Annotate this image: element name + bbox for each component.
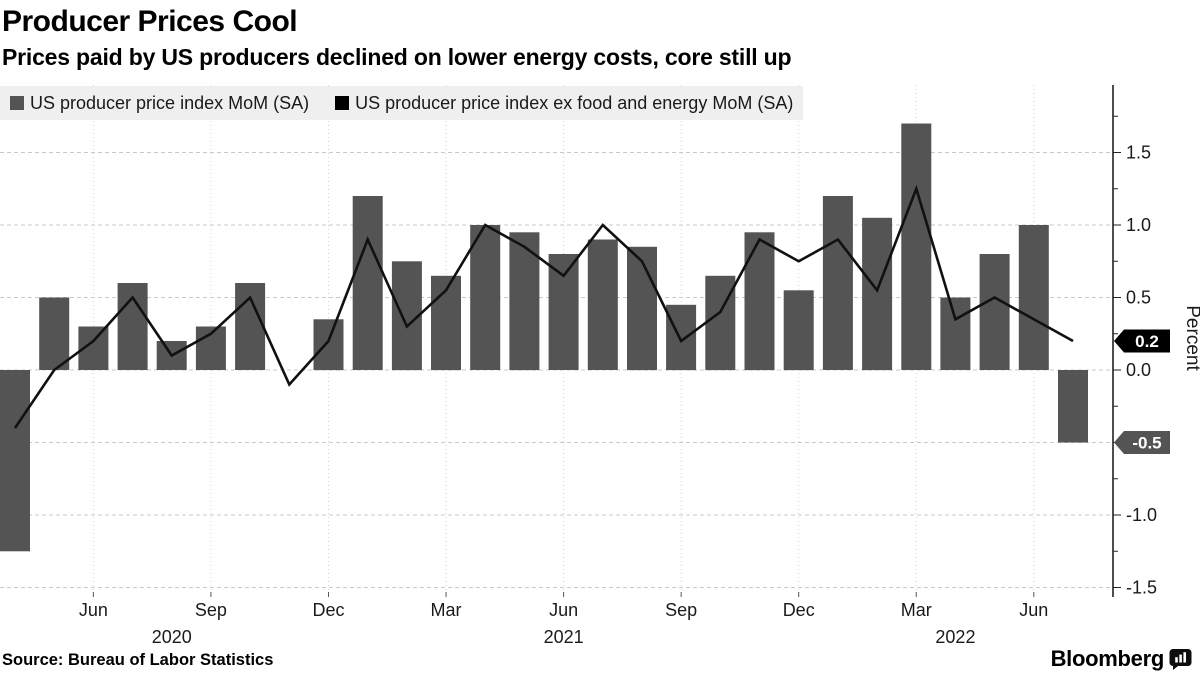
svg-text:Jun: Jun: [549, 600, 578, 620]
source-credit: Source: Bureau of Labor Statistics: [2, 651, 274, 669]
legend-item-core-ppi: US producer price index ex food and ener…: [335, 93, 793, 114]
y-axis: [1112, 85, 1121, 597]
svg-text:0.0: 0.0: [1126, 360, 1151, 380]
bar-aug-2021: [627, 246, 657, 371]
core-ppi-line: [13, 184, 1074, 429]
svg-text:2022: 2022: [935, 627, 975, 647]
bar-nov-2021: [744, 232, 775, 371]
bar-jul-2021: [587, 239, 618, 370]
svg-text:-0.5: -0.5: [1132, 434, 1161, 453]
bar-jun-2022: [1018, 225, 1049, 370]
svg-text:-1.0: -1.0: [1126, 505, 1157, 525]
svg-text:1.0: 1.0: [1126, 215, 1151, 235]
x-axis-labels: Jun Sep Dec Mar Jun Sep Dec Mar Jun 2020 2021 2022: [79, 592, 1048, 647]
ppi-bars: [0, 123, 1088, 552]
svg-text:0.2: 0.2: [1135, 332, 1159, 351]
bloomberg-logo: Bloomberg: [1051, 646, 1192, 672]
ppi-combo-chart: -1.5 -1.0 -0.5 0.0 0.5 1.0 1.5 Jun Sep Dec Mar Jun S…: [0, 85, 1200, 647]
bloomberg-chart-icon: [1169, 648, 1192, 670]
bloomberg-wordmark: Bloomberg: [1050, 646, 1165, 671]
bar-mar-2022: [901, 123, 932, 370]
legend-swatch-core-ppi: [335, 96, 350, 110]
chart-legend: US producer price index MoM (SA) US prod…: [0, 86, 803, 120]
legend-item-ppi: US producer price index MoM (SA): [10, 93, 309, 114]
svg-text:Dec: Dec: [312, 600, 344, 620]
legend-label-ppi: US producer price index MoM (SA): [30, 92, 310, 113]
axis-badge--0.5: -0.5: [1114, 431, 1170, 454]
svg-text:Jun: Jun: [1019, 600, 1048, 620]
svg-text:Jun: Jun: [79, 600, 108, 620]
svg-text:1.5: 1.5: [1126, 143, 1151, 163]
bar-may-2022: [979, 254, 1010, 370]
svg-text:Sep: Sep: [665, 600, 697, 620]
bar-jun-2021: [548, 254, 579, 370]
svg-text:2020: 2020: [152, 627, 192, 647]
bar-apr-2022: [940, 297, 971, 370]
y-axis-title: Percent: [1182, 305, 1200, 371]
svg-text:Mar: Mar: [431, 600, 462, 620]
bar-jul-2022: [1058, 370, 1088, 443]
svg-text:Mar: Mar: [901, 600, 932, 620]
bar-sep-2021: [666, 304, 697, 371]
legend-swatch-ppi: [10, 96, 24, 110]
page-title: Producer Prices Cool: [2, 5, 298, 38]
svg-text:Dec: Dec: [783, 600, 815, 620]
svg-text:Sep: Sep: [195, 600, 227, 620]
page-subtitle: Prices paid by US producers declined on …: [2, 44, 792, 70]
svg-text:-1.5: -1.5: [1126, 578, 1157, 598]
bar-dec-2021: [783, 290, 814, 371]
svg-text:0.5: 0.5: [1126, 288, 1151, 308]
bar-jan-2021: [352, 196, 383, 370]
y-axis-labels: -1.5-1.0-0.50.00.51.01.5: [1126, 143, 1157, 598]
bar-jan-2022: [822, 196, 853, 370]
axis-badge-0.2: 0.2: [1114, 329, 1170, 353]
svg-text:2021: 2021: [544, 627, 584, 647]
bar-apr-2021: [470, 225, 501, 370]
bar-apr-2020: [0, 370, 30, 552]
bar-may-2020: [39, 297, 70, 370]
bar-feb-2022: [862, 217, 893, 371]
legend-label-core-ppi: US producer price index ex food and ener…: [355, 92, 794, 113]
bar-dec-2020: [313, 319, 344, 371]
